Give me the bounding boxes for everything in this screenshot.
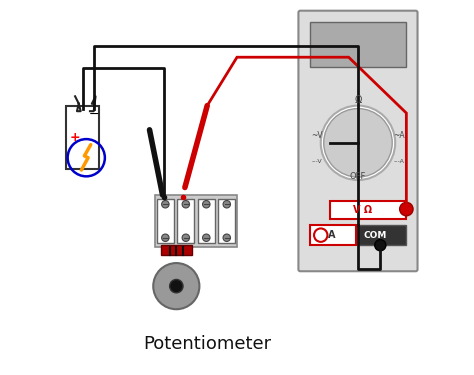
Text: COM: COM (363, 231, 386, 240)
Circle shape (202, 201, 210, 208)
Text: OFF: OFF (350, 172, 366, 181)
Circle shape (162, 201, 169, 208)
FancyBboxPatch shape (66, 106, 99, 169)
Bar (157, 199, 174, 243)
Text: Ω: Ω (354, 95, 362, 105)
Bar (198, 199, 215, 243)
Bar (177, 199, 194, 243)
Bar (219, 199, 235, 243)
Circle shape (321, 106, 395, 180)
Bar (310, 22, 406, 66)
Text: V Ω: V Ω (353, 205, 372, 215)
Bar (161, 245, 192, 255)
FancyBboxPatch shape (299, 11, 418, 271)
Text: ~V: ~V (311, 131, 323, 140)
Text: −: − (89, 108, 99, 122)
Circle shape (182, 201, 190, 208)
Circle shape (375, 240, 386, 251)
Circle shape (170, 279, 183, 293)
Text: ~A: ~A (393, 131, 405, 140)
Text: ---V: ---V (312, 159, 322, 164)
Text: Potentiometer: Potentiometer (143, 335, 271, 353)
Circle shape (223, 201, 230, 208)
Bar (330, 201, 406, 219)
Circle shape (153, 263, 200, 309)
Circle shape (202, 234, 210, 242)
Text: A: A (328, 230, 336, 240)
Text: +: + (70, 131, 81, 144)
Bar (358, 225, 406, 245)
Circle shape (162, 234, 169, 242)
Bar (155, 195, 237, 247)
Circle shape (182, 234, 190, 242)
Circle shape (223, 234, 230, 242)
Bar (310, 225, 356, 245)
Text: ---A: ---A (393, 159, 404, 164)
Circle shape (324, 109, 392, 177)
Circle shape (400, 202, 413, 216)
